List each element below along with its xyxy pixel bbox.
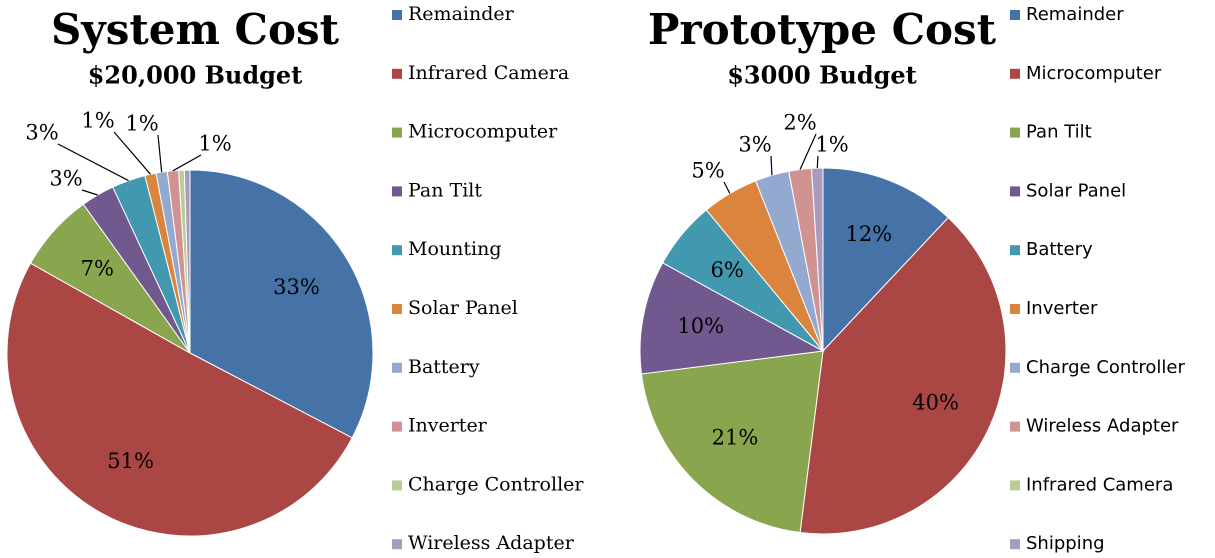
- legend-swatch: [392, 10, 402, 20]
- leader-line: [172, 154, 202, 172]
- legend-label: Remainder: [1026, 4, 1124, 25]
- data-label: 40%: [912, 390, 959, 414]
- legend-label: Remainder: [408, 3, 515, 25]
- legend-label: Pan Tilt: [1026, 122, 1092, 143]
- leader-line: [113, 131, 151, 175]
- legend-swatch: [392, 186, 402, 197]
- legend-swatch: [1010, 421, 1020, 432]
- data-label: 3%: [738, 133, 771, 157]
- legend-swatch: [1010, 362, 1020, 373]
- leader-line: [157, 134, 163, 173]
- legend-label: Infrared Camera: [408, 62, 569, 84]
- legend-swatch: [392, 362, 402, 373]
- legend-swatch: [1010, 68, 1020, 79]
- legend-label: Charge Controller: [408, 473, 584, 495]
- leader-line: [57, 143, 129, 182]
- legend-swatch: [1010, 480, 1020, 491]
- leader-line: [81, 189, 98, 196]
- legend-label: Microcomputer: [408, 121, 558, 143]
- data-label: 21%: [712, 425, 759, 449]
- leader-line: [799, 133, 817, 170]
- pie-slice: [799, 216, 1007, 535]
- legend-label: Battery: [1026, 239, 1093, 260]
- legend-label: Mounting: [408, 238, 501, 260]
- legend-label: Wireless Adapter: [408, 532, 575, 554]
- legend-swatch: [392, 245, 402, 256]
- legend-swatch: [1010, 304, 1020, 314]
- legend-swatch: [392, 68, 402, 79]
- data-label: 1%: [815, 133, 848, 157]
- pie-slice: [822, 167, 949, 353]
- data-label: 3%: [25, 121, 58, 145]
- legend-label: Inverter: [408, 415, 488, 437]
- legend-swatch: [1010, 245, 1020, 256]
- data-label: 10%: [677, 314, 724, 338]
- data-label: 51%: [107, 449, 154, 473]
- data-label: 6%: [710, 258, 743, 282]
- legend-swatch: [1010, 127, 1020, 138]
- legend-swatch: [392, 480, 402, 491]
- legend-swatch: [1010, 539, 1020, 550]
- data-label: 12%: [845, 222, 892, 246]
- pie-slice: [639, 262, 825, 375]
- leader-line: [723, 181, 731, 194]
- leader-line: [816, 155, 819, 169]
- leader-line: [770, 155, 773, 176]
- legend-label: Shipping: [1026, 533, 1105, 554]
- legend-label: Pan Tilt: [408, 179, 482, 201]
- pie-slice: [189, 169, 374, 439]
- data-label: 5%: [691, 159, 724, 183]
- data-label: 7%: [81, 256, 114, 280]
- legend-swatch: [1010, 10, 1020, 20]
- legend-label: Battery: [408, 356, 480, 378]
- data-label: 1%: [125, 112, 158, 136]
- chart-subtitle: $20,000 Budget: [88, 61, 303, 90]
- data-label: 33%: [273, 275, 320, 299]
- legend-label: Wireless Adapter: [1026, 416, 1179, 437]
- legend-label: Inverter: [1026, 298, 1098, 319]
- chart-title: System Cost: [51, 5, 340, 54]
- legend-label: Solar Panel: [408, 297, 518, 319]
- legend-swatch: [392, 304, 402, 314]
- legend-label: Solar Panel: [1026, 180, 1126, 201]
- legend-label: Charge Controller: [1026, 357, 1185, 378]
- data-label: 3%: [49, 167, 82, 191]
- pie-slice: [6, 262, 353, 537]
- legend-swatch: [392, 127, 402, 138]
- pie-slice: [640, 350, 824, 534]
- chart-subtitle: $3000 Budget: [727, 61, 917, 90]
- legend-swatch: [1010, 186, 1020, 197]
- data-label: 2%: [783, 111, 816, 135]
- legend-label: Infrared Camera: [1026, 474, 1173, 495]
- legend-swatch: [392, 539, 402, 550]
- legend-label: Microcomputer: [1026, 63, 1162, 84]
- pie-slice: [183, 169, 191, 354]
- legend-swatch: [392, 421, 402, 432]
- chart-title: Prototype Cost: [648, 5, 997, 54]
- data-label: 1%: [81, 109, 114, 133]
- data-label: 1%: [198, 132, 231, 156]
